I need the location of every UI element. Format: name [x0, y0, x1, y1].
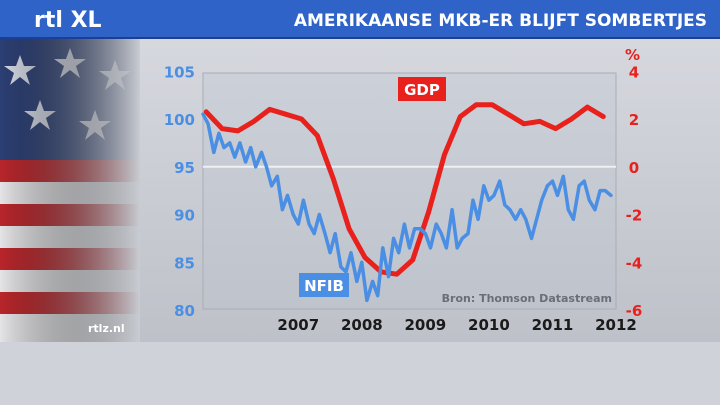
- right-tick-label: 4: [629, 63, 639, 81]
- x-tick-label: 2012: [595, 316, 637, 334]
- gdp-label-text: GDP: [404, 81, 440, 99]
- series-line-nfib: [201, 112, 613, 303]
- rtl-xl-logo: rtl XL: [34, 8, 102, 33]
- left-tick-label: 100: [164, 111, 195, 129]
- lower-panel: [0, 342, 720, 405]
- right-tick-label: -4: [626, 254, 643, 272]
- title-bar: [0, 0, 720, 37]
- logo-text: rtl XL: [34, 8, 102, 33]
- source-note: Bron: Thomson Datastream: [442, 292, 612, 305]
- series-line-gdp: [203, 102, 606, 277]
- website-label: rtlz.nl: [88, 322, 125, 335]
- x-axis-ticks: 2007 2008 2009 2010 2011 2012: [277, 316, 636, 334]
- gdp-label: GDP: [398, 77, 446, 101]
- left-tick-label: 105: [164, 63, 195, 81]
- nfib-label-text: NFIB: [304, 277, 344, 295]
- right-tick-label: 0: [629, 159, 639, 177]
- left-tick-label: 95: [174, 159, 195, 177]
- nfib-label: NFIB: [299, 273, 349, 297]
- left-axis-ticks: 105 100 95 90 85 80: [164, 63, 195, 320]
- plot-area: [202, 72, 617, 310]
- chart-title: AMERIKAANSE MKB-ER BLIJFT SOMBERTJES: [294, 11, 707, 31]
- left-tick-label: 80: [174, 302, 195, 320]
- left-tick-label: 85: [174, 254, 195, 272]
- right-axis-ticks: 4 2 0 -2 -4 -6: [626, 63, 643, 320]
- series-lines: [201, 102, 613, 303]
- x-tick-label: 2011: [532, 316, 574, 334]
- x-tick-label: 2008: [341, 316, 383, 334]
- right-tick-label: -2: [626, 207, 643, 225]
- right-tick-label: 2: [629, 111, 639, 129]
- x-tick-label: 2010: [468, 316, 510, 334]
- us-flag-background: [0, 35, 140, 342]
- left-tick-label: 90: [174, 207, 195, 225]
- x-tick-label: 2007: [277, 316, 319, 334]
- right-axis-unit: %: [625, 46, 640, 64]
- right-tick-label: -6: [626, 302, 643, 320]
- x-tick-label: 2009: [405, 316, 447, 334]
